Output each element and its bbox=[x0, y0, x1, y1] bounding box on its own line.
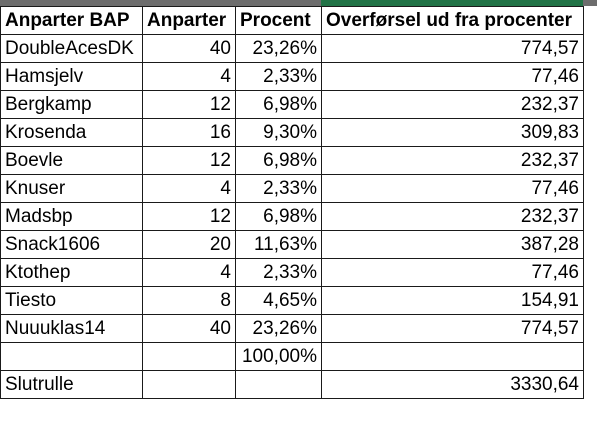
header-row: Anparter BAP Anparter Procent Overførsel… bbox=[0, 6, 584, 35]
name-cell[interactable] bbox=[0, 342, 143, 371]
name-cell[interactable]: Boevle bbox=[0, 146, 143, 175]
procent-cell[interactable]: 9,30% bbox=[235, 118, 322, 147]
overforsel-cell[interactable]: 232,37 bbox=[321, 146, 584, 175]
name-cell[interactable]: DoubleAcesDK bbox=[0, 34, 143, 63]
name-cell[interactable]: Madsbp bbox=[0, 202, 143, 231]
procent-cell[interactable]: 2,33% bbox=[235, 258, 322, 287]
anparter-cell[interactable]: 8 bbox=[142, 286, 236, 315]
procent-cell[interactable]: 100,00% bbox=[235, 342, 322, 371]
overforsel-cell[interactable]: 309,83 bbox=[321, 118, 584, 147]
anparter-cell[interactable]: 4 bbox=[142, 62, 236, 91]
overforsel-cell[interactable]: 232,37 bbox=[321, 202, 584, 231]
table-row: 100,00% bbox=[0, 342, 584, 371]
procent-cell[interactable]: 11,63% bbox=[235, 230, 322, 259]
header-cell-anparter[interactable]: Anparter bbox=[142, 6, 236, 35]
table-row: Slutrulle 3330,64 bbox=[0, 370, 584, 399]
table-row: Bergkamp 12 6,98% 232,37 bbox=[0, 90, 584, 119]
anparter-cell[interactable]: 16 bbox=[142, 118, 236, 147]
name-cell[interactable]: Ktothep bbox=[0, 258, 143, 287]
name-cell[interactable]: Snack1606 bbox=[0, 230, 143, 259]
procent-cell[interactable]: 23,26% bbox=[235, 34, 322, 63]
overforsel-cell[interactable]: 77,46 bbox=[321, 62, 584, 91]
overforsel-cell[interactable]: 77,46 bbox=[321, 258, 584, 287]
anparter-cell[interactable]: 12 bbox=[142, 202, 236, 231]
table-row: Tiesto 8 4,65% 154,91 bbox=[0, 286, 584, 315]
procent-cell[interactable]: 2,33% bbox=[235, 174, 322, 203]
anparter-cell[interactable]: 4 bbox=[142, 258, 236, 287]
column-header-strip bbox=[0, 0, 597, 6]
anparter-cell[interactable]: 12 bbox=[142, 90, 236, 119]
table-row: Boevle 12 6,98% 232,37 bbox=[0, 146, 584, 175]
name-cell[interactable]: Bergkamp bbox=[0, 90, 143, 119]
overforsel-cell[interactable]: 154,91 bbox=[321, 286, 584, 315]
table-row: Ktothep 4 2,33% 77,46 bbox=[0, 258, 584, 287]
anparter-cell[interactable] bbox=[142, 342, 236, 371]
overforsel-cell[interactable]: 3330,64 bbox=[321, 370, 584, 399]
overforsel-cell[interactable]: 387,28 bbox=[321, 230, 584, 259]
procent-cell[interactable]: 6,98% bbox=[235, 202, 322, 231]
header-cell-overforsel[interactable]: Overførsel ud fra procenter bbox=[321, 6, 584, 35]
anparter-cell[interactable] bbox=[142, 370, 236, 399]
anparter-cell[interactable]: 4 bbox=[142, 174, 236, 203]
procent-cell[interactable]: 23,26% bbox=[235, 314, 322, 343]
table-row: DoubleAcesDK 40 23,26% 774,57 bbox=[0, 34, 584, 63]
procent-cell[interactable]: 6,98% bbox=[235, 146, 322, 175]
anparter-cell[interactable]: 20 bbox=[142, 230, 236, 259]
overforsel-cell[interactable]: 77,46 bbox=[321, 174, 584, 203]
table-row: Nuuuklas14 40 23,26% 774,57 bbox=[0, 314, 584, 343]
table-row: Madsbp 12 6,98% 232,37 bbox=[0, 202, 584, 231]
overforsel-cell[interactable]: 774,57 bbox=[321, 314, 584, 343]
table-row: Krosenda 16 9,30% 309,83 bbox=[0, 118, 584, 147]
procent-cell[interactable]: 2,33% bbox=[235, 62, 322, 91]
name-cell[interactable]: Knuser bbox=[0, 174, 143, 203]
table-row: Hamsjelv 4 2,33% 77,46 bbox=[0, 62, 584, 91]
header-cell-procent[interactable]: Procent bbox=[235, 6, 322, 35]
procent-cell[interactable] bbox=[235, 370, 322, 399]
name-cell[interactable]: Slutrulle bbox=[0, 370, 143, 399]
overforsel-cell[interactable] bbox=[321, 342, 584, 371]
anparter-cell[interactable]: 12 bbox=[142, 146, 236, 175]
name-cell[interactable]: Nuuuklas14 bbox=[0, 314, 143, 343]
table-row: Knuser 4 2,33% 77,46 bbox=[0, 174, 584, 203]
procent-cell[interactable]: 6,98% bbox=[235, 90, 322, 119]
anparter-cell[interactable]: 40 bbox=[142, 34, 236, 63]
name-cell[interactable]: Hamsjelv bbox=[0, 62, 143, 91]
procent-cell[interactable]: 4,65% bbox=[235, 286, 322, 315]
name-cell[interactable]: Tiesto bbox=[0, 286, 143, 315]
header-cell-name[interactable]: Anparter BAP bbox=[0, 6, 143, 35]
overforsel-cell[interactable]: 774,57 bbox=[321, 34, 584, 63]
name-cell[interactable]: Krosenda bbox=[0, 118, 143, 147]
anparter-cell[interactable]: 40 bbox=[142, 314, 236, 343]
selected-column-indicator bbox=[321, 0, 583, 6]
overforsel-cell[interactable]: 232,37 bbox=[321, 90, 584, 119]
table-row: Snack1606 20 11,63% 387,28 bbox=[0, 230, 584, 259]
spreadsheet-table: Anparter BAP Anparter Procent Overførsel… bbox=[0, 6, 584, 399]
